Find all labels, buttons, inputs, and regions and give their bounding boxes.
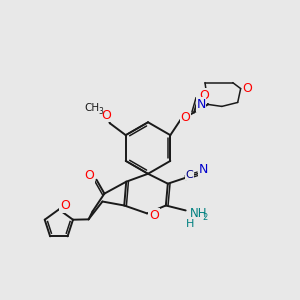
Text: O: O [243, 82, 253, 95]
Text: C: C [186, 170, 194, 180]
Text: N: N [196, 98, 206, 111]
Text: 2: 2 [203, 213, 208, 222]
Text: H: H [185, 219, 194, 229]
Text: O: O [149, 209, 159, 222]
Text: O: O [180, 111, 190, 124]
Text: O: O [199, 89, 209, 102]
Text: O: O [85, 169, 94, 182]
Text: N: N [199, 163, 208, 176]
Text: CH: CH [85, 103, 100, 113]
Text: O: O [101, 109, 111, 122]
Text: 3: 3 [98, 107, 104, 116]
Text: NH: NH [190, 207, 207, 220]
Text: O: O [60, 199, 70, 212]
